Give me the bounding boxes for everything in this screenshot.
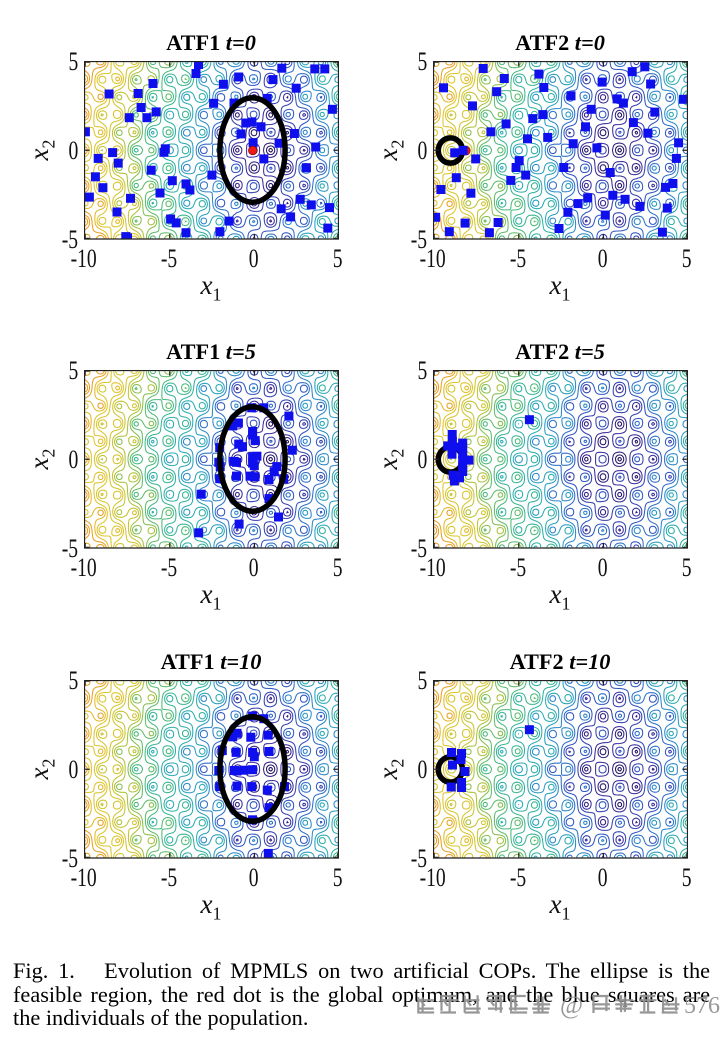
- svg-text:@: @: [560, 992, 583, 1019]
- svg-text:576: 576: [684, 993, 720, 1019]
